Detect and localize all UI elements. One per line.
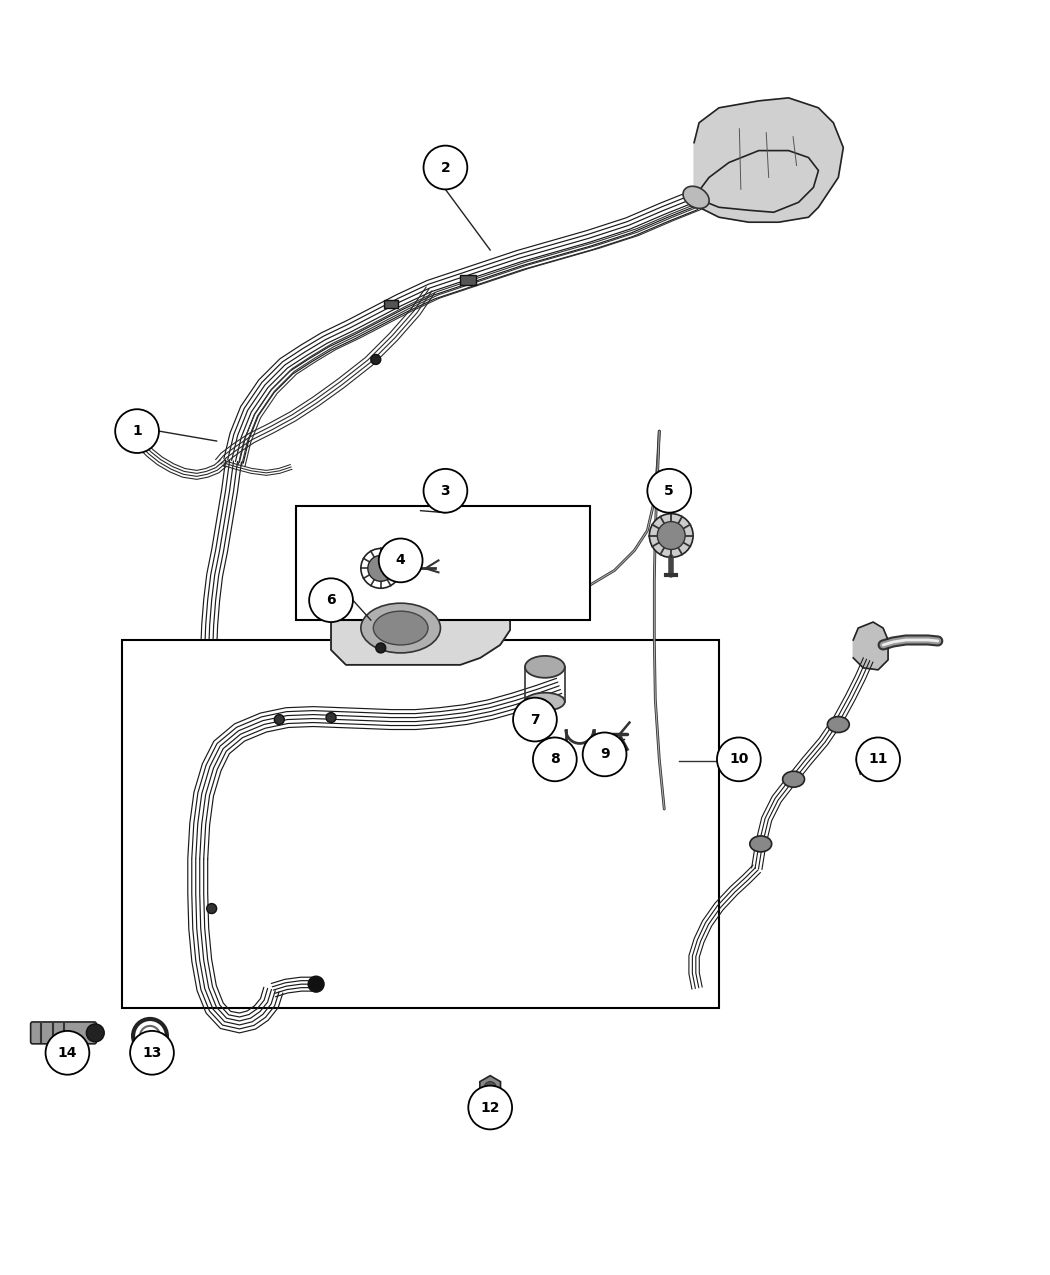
Circle shape [376, 643, 385, 653]
Circle shape [207, 904, 216, 913]
Circle shape [116, 409, 159, 453]
Text: 5: 5 [665, 483, 674, 497]
Text: 14: 14 [58, 1046, 78, 1060]
Circle shape [45, 1031, 89, 1075]
Bar [122, 640, 719, 1009]
Text: 7: 7 [530, 713, 540, 727]
Circle shape [513, 697, 557, 742]
Polygon shape [331, 579, 510, 664]
Ellipse shape [361, 603, 440, 653]
Text: 11: 11 [868, 752, 888, 766]
Polygon shape [694, 150, 818, 212]
Text: 10: 10 [729, 752, 749, 766]
Text: 9: 9 [600, 747, 609, 761]
Circle shape [308, 977, 324, 992]
Text: 12: 12 [481, 1100, 500, 1114]
Text: 2: 2 [441, 161, 450, 175]
Text: 13: 13 [143, 1046, 162, 1060]
FancyBboxPatch shape [383, 300, 398, 307]
Ellipse shape [684, 186, 709, 208]
Circle shape [468, 1085, 512, 1130]
Polygon shape [694, 98, 843, 222]
Circle shape [657, 521, 686, 550]
Ellipse shape [782, 771, 804, 787]
FancyBboxPatch shape [30, 1023, 97, 1044]
Circle shape [856, 737, 900, 782]
Circle shape [717, 737, 761, 782]
Text: 8: 8 [550, 752, 560, 766]
Circle shape [379, 538, 422, 583]
Ellipse shape [374, 611, 428, 645]
Circle shape [484, 1081, 497, 1094]
Circle shape [274, 714, 285, 724]
Ellipse shape [525, 655, 565, 678]
Circle shape [135, 439, 149, 451]
Circle shape [533, 737, 576, 782]
Circle shape [649, 514, 693, 557]
Text: 6: 6 [327, 593, 336, 607]
Ellipse shape [750, 836, 772, 852]
Circle shape [583, 733, 627, 776]
Polygon shape [854, 622, 888, 669]
Text: 1: 1 [132, 425, 142, 439]
FancyBboxPatch shape [460, 275, 477, 284]
Circle shape [368, 556, 394, 581]
Ellipse shape [525, 692, 565, 710]
Text: 3: 3 [441, 483, 450, 497]
Circle shape [327, 713, 336, 723]
Circle shape [86, 1024, 104, 1042]
Circle shape [309, 579, 353, 622]
Text: 4: 4 [396, 553, 405, 567]
Bar [296, 506, 590, 620]
Circle shape [423, 469, 467, 513]
Circle shape [371, 354, 381, 365]
Circle shape [423, 145, 467, 190]
Circle shape [648, 469, 691, 513]
Circle shape [130, 1031, 174, 1075]
Ellipse shape [827, 717, 849, 733]
